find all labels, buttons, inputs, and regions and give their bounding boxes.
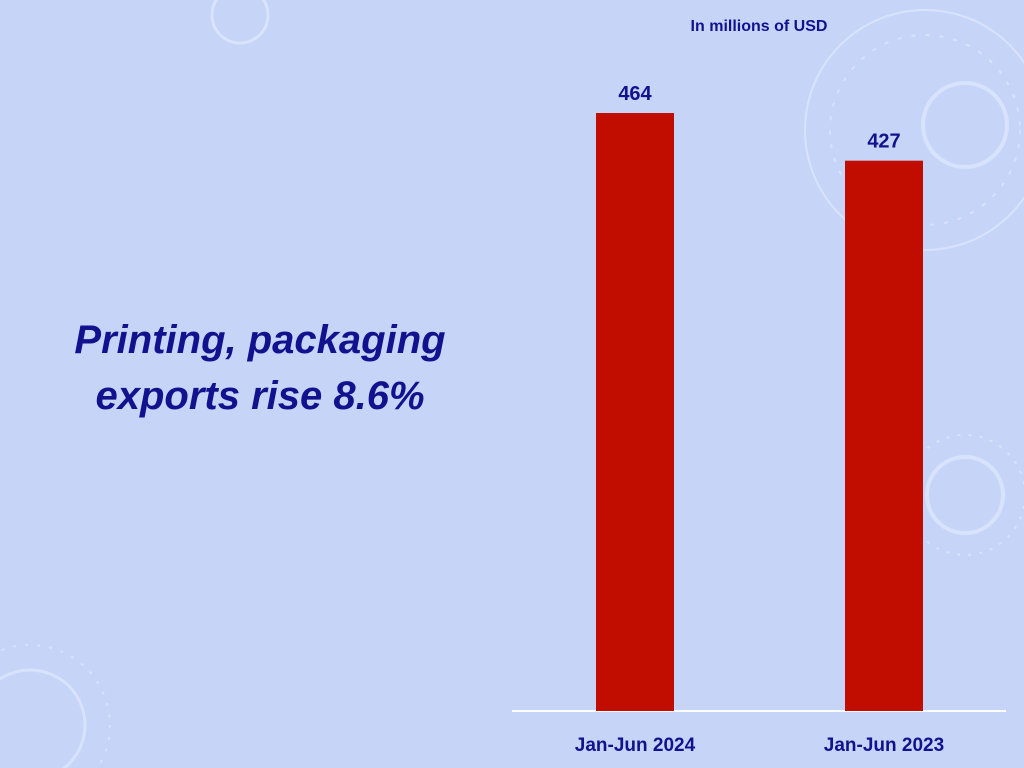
bar-1: [596, 113, 674, 711]
decor-circle: [829, 34, 1021, 226]
unit-note: In millions of USD: [691, 18, 828, 35]
bar-2: [845, 160, 923, 711]
x-tick-label-1: Jan-Jun 2024: [575, 735, 696, 756]
headline-line-2: exports rise 8.6%: [95, 374, 425, 418]
decor-circle: [925, 455, 1005, 535]
decor-circle: [210, 0, 270, 45]
x-tick-label-2: Jan-Jun 2023: [824, 735, 944, 756]
data-label-1: 464: [618, 83, 652, 105]
headline: Printing, packaging exports rise 8.6%: [30, 312, 490, 424]
decor-circle: [804, 9, 1024, 251]
decor-circle: [0, 644, 111, 768]
headline-line-1: Printing, packaging: [74, 318, 446, 362]
decor-circle: [921, 81, 1009, 169]
data-label-2: 427: [867, 131, 900, 153]
decor-circle: [0, 668, 87, 768]
